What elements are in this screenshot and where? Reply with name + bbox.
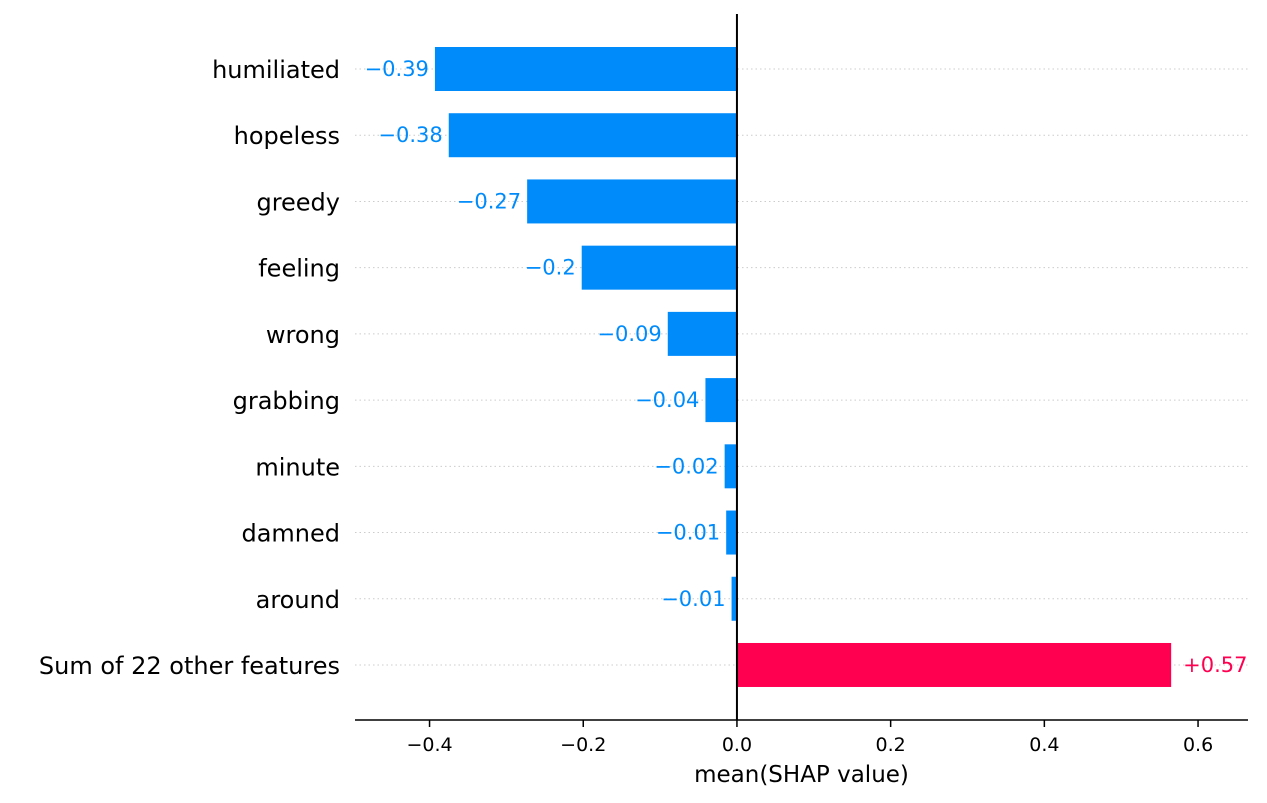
bar-greedy: [527, 179, 737, 224]
bar-value-label: −0.01: [656, 521, 720, 545]
feature-label: minute: [255, 453, 340, 481]
feature-label: wrong: [266, 321, 340, 349]
bar-humiliated: [434, 47, 737, 91]
feature-label: humiliated: [212, 56, 340, 84]
bar-grabbing: [705, 378, 737, 423]
bar-around: [731, 576, 737, 621]
bar-value-label: −0.09: [597, 322, 661, 346]
feature-label: grabbing: [233, 387, 340, 415]
feature-label: around: [256, 586, 340, 614]
bar-value-label: −0.39: [365, 57, 429, 81]
feature-label: feeling: [258, 255, 340, 283]
feature-label: greedy: [256, 188, 340, 216]
x-tick-label: 0.2: [876, 734, 906, 756]
x-axis-label: mean(SHAP value): [694, 762, 909, 788]
bars: [434, 47, 1172, 687]
feature-label: hopeless: [234, 122, 340, 150]
x-tick-label: −0.4: [406, 734, 452, 756]
bar-value-label: −0.04: [635, 388, 699, 412]
x-tick-label: −0.2: [560, 734, 606, 756]
bar-hopeless: [448, 113, 737, 158]
gridlines: [355, 68, 1248, 666]
bar-value-label: −0.01: [661, 587, 725, 611]
feature-label: Sum of 22 other features: [39, 652, 340, 680]
bar-damned: [726, 510, 737, 555]
feature-labels: humiliated hopeless greedy feeling wrong grab…: [39, 56, 340, 680]
x-tick-label: 0.4: [1029, 734, 1059, 756]
bar-feeling: [581, 245, 737, 290]
bar-value-label: −0.02: [654, 454, 718, 478]
value-labels: −0.39 −0.38 −0.27 −0.2 −0.09 −0.04 −0.02 −0.01 −…: [365, 57, 1248, 677]
bar-value-label: −0.27: [457, 189, 521, 213]
bar-value-label: +0.57: [1183, 653, 1247, 677]
bar-value-label: −0.38: [378, 123, 442, 147]
bar-minute: [724, 444, 737, 489]
feature-label: damned: [241, 520, 340, 548]
bar-sum-of-22-other-features: [736, 642, 1172, 687]
x-tick-label: 0.6: [1183, 734, 1213, 756]
bar-value-label: −0.2: [525, 256, 576, 280]
x-axis: −0.4 −0.2 0.0 0.2 0.4 0.6: [355, 719, 1248, 756]
bar-wrong: [667, 311, 737, 356]
x-tick-label: 0.0: [722, 734, 752, 756]
